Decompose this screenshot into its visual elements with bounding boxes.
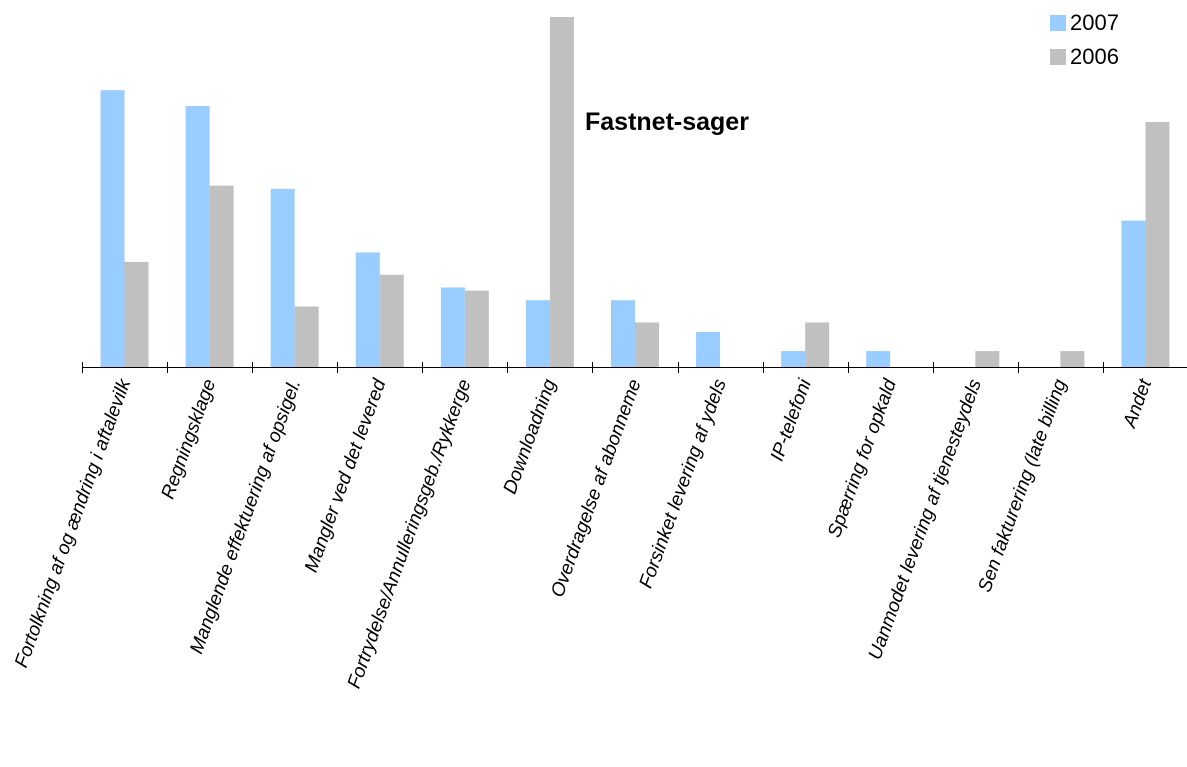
x-tick-label-0: Fortolkning af og ændring i aftalevilk <box>11 375 136 670</box>
bar-2006-10 <box>975 351 1000 367</box>
bar-2007-9 <box>866 351 891 367</box>
bar-2007-4 <box>440 287 465 367</box>
x-axis <box>82 362 1187 373</box>
bar-2007-12 <box>1121 220 1146 367</box>
bar-2007-5 <box>525 300 550 367</box>
legend-label-2007: 2007 <box>1070 10 1119 35</box>
x-tick-label-1: Regningsklage <box>158 377 221 502</box>
x-tick-label-9: Spærring for opkald <box>824 375 901 540</box>
x-tick-label-6: Overdragelse af abonneme <box>547 377 645 601</box>
bar-2006-5 <box>549 17 574 367</box>
x-tick-label-3: Mangler ved det levered <box>301 375 391 575</box>
bar-2007-2 <box>270 188 295 367</box>
chart-title: Fastnet-sager <box>585 108 749 136</box>
bar-2007-7 <box>696 332 721 367</box>
legend-item-2007: 2007 <box>1050 6 1119 40</box>
bar-2007-6 <box>611 300 635 367</box>
bar-2006-1 <box>209 185 234 367</box>
x-tick-label-11: Sen fakturering (late billing <box>974 376 1071 595</box>
bar-2006-6 <box>635 322 659 367</box>
bar-2007-1 <box>185 106 210 367</box>
bar-2007-0 <box>100 90 125 367</box>
x-tick-label-7: Forsinket levering af ydels <box>636 376 731 591</box>
bar-2007-3 <box>355 252 380 367</box>
bar-2006-8 <box>805 322 830 367</box>
bar-2006-0 <box>124 262 149 367</box>
legend-swatch-2006 <box>1050 49 1066 65</box>
legend-swatch-2007 <box>1050 15 1066 31</box>
bar-2006-11 <box>1060 351 1085 367</box>
legend: 2007 2006 <box>1050 6 1119 74</box>
bars-group <box>100 17 1170 367</box>
legend-item-2006: 2006 <box>1050 40 1119 74</box>
bar-2006-3 <box>379 274 404 367</box>
bar-2007-8 <box>781 351 806 367</box>
bar-2006-4 <box>464 290 489 367</box>
x-tick-label-8: IP-telefoni <box>767 376 816 464</box>
x-tick-label-5: Downloadning <box>500 376 561 497</box>
x-tick-label-12: Andet <box>1119 376 1156 431</box>
bar-2006-12 <box>1145 122 1170 367</box>
x-tick-labels: Fortolkning af og ændring i aftalevilk Re… <box>11 375 1156 691</box>
legend-label-2006: 2006 <box>1070 44 1119 69</box>
bar-2006-2 <box>294 306 319 367</box>
